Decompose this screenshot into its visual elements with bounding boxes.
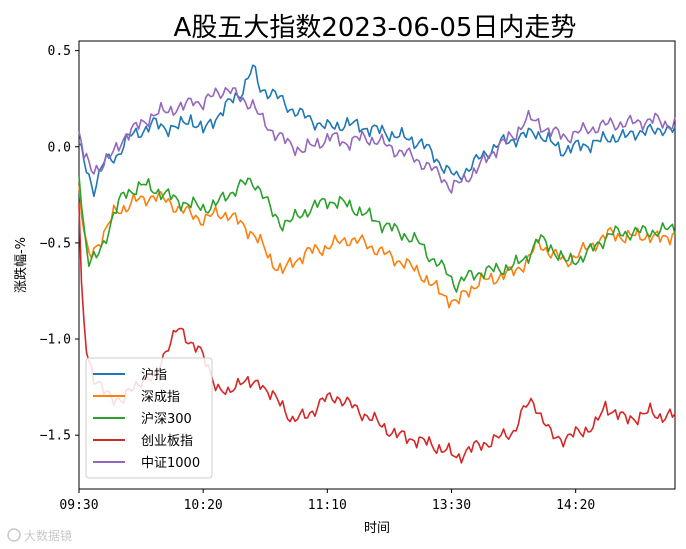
y-tick-label: −0.5 (40, 236, 71, 251)
y-tick-label: 0.0 (48, 140, 71, 155)
x-axis-label: 时间 (364, 521, 390, 536)
x-axis: 09:30 10:20 11:10 13:30 14:20 (59, 489, 595, 513)
watermark-logo-icon (7, 528, 21, 542)
legend-label: 沪深300 (141, 411, 192, 427)
series-line-4 (78, 87, 676, 194)
watermark: 大数据镜 (7, 528, 72, 543)
y-tick-label: −1.0 (40, 333, 71, 348)
series-layer (78, 64, 676, 464)
legend-label: 创业板指 (141, 434, 193, 449)
chart-title: A股五大指数2023-06-05日内走势 (174, 13, 577, 43)
x-tick-label: 13:30 (432, 498, 471, 513)
legend-label: 沪指 (141, 367, 167, 383)
x-tick-label: 09:30 (59, 498, 98, 513)
x-tick-label: 11:10 (308, 498, 347, 513)
y-tick-label: 0.5 (48, 44, 71, 59)
series-line-1 (78, 185, 676, 309)
watermark-text: 大数据镜 (24, 528, 72, 543)
legend-label: 中证1000 (141, 456, 200, 471)
legend-label: 深成指 (141, 390, 180, 405)
y-axis-label: 涨跌幅-% (13, 237, 29, 293)
y-tick-label: −1.5 (40, 429, 71, 444)
series-line-3 (78, 204, 676, 464)
x-tick-label: 10:20 (184, 498, 223, 513)
x-tick-label: 14:20 (556, 498, 595, 513)
y-axis: 0.5 0.0 −0.5 −1.0 −1.5 (40, 44, 79, 444)
series-line-0 (78, 64, 676, 198)
series-line-2 (78, 175, 676, 293)
legend-box (85, 357, 213, 479)
